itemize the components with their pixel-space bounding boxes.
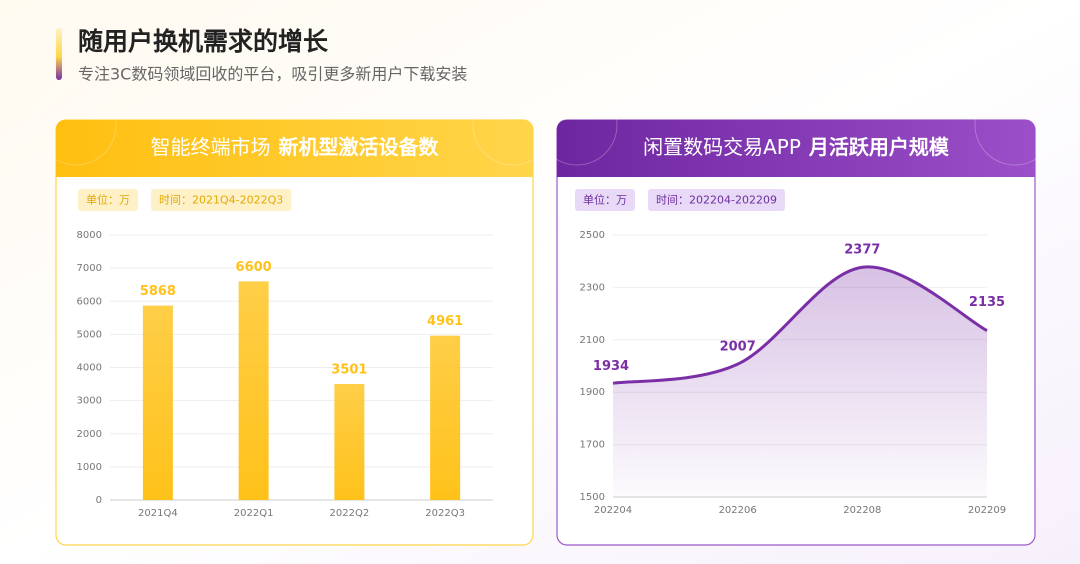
value-label: 6600 [236,260,272,275]
x-tick-label: 2021Q4 [138,508,178,519]
y-tick-label: 2100 [580,335,605,346]
card-header [557,120,1035,177]
card-title-emphasis: 月活跃用户规模 [808,135,950,159]
y-tick-label: 8000 [77,230,102,241]
value-label: 3501 [331,363,367,378]
card-title-emphasis: 新机型激活设备数 [279,135,440,159]
tag-bg [648,189,785,211]
tag-bg [575,189,635,211]
card-title: 智能终端市场 新机型激活设备数 [151,135,440,159]
value-label: 2377 [844,243,880,258]
y-tick-label: 1900 [580,387,605,398]
y-tick-label: 2000 [77,429,102,440]
x-tick-label: 202209 [968,505,1006,516]
bar [142,305,173,500]
y-tick-label: 0 [96,495,102,506]
x-tick-label: 2022Q1 [234,508,274,519]
y-tick-label: 1000 [77,462,102,473]
value-label: 1934 [593,359,629,374]
y-tick-label: 2500 [580,230,605,241]
tag-period: 时间：202204-202209 [656,194,777,207]
card-title-main: 智能终端市场 [151,135,271,159]
card-header [56,120,533,177]
y-tick-label: 7000 [77,263,102,274]
y-tick-label: 4000 [77,363,102,374]
y-tick-label: 1500 [580,492,605,503]
x-tick-label: 202206 [719,505,757,516]
card-title-main: 闲置数码交易APP [643,135,801,159]
y-tick-label: 3000 [77,396,102,407]
tag-unit: 单位：万 [86,193,130,207]
decor [536,84,618,166]
line [612,265,988,385]
tag-unit: 单位：万 [583,193,627,207]
y-tick-label: 2300 [580,282,605,293]
card-title: 闲置数码交易APP 月活跃用户规模 [643,135,950,159]
value-label: 2007 [720,340,756,355]
bar [334,384,365,500]
value-label: 4961 [427,314,463,329]
x-tick-label: 202204 [594,505,632,516]
x-tick-label: 2022Q3 [425,508,465,519]
tag-bg [78,189,138,211]
x-tick-label: 2022Q2 [330,508,370,519]
accent-bar [56,28,62,80]
page-title: 随用户换机需求的增长 [78,27,329,56]
tag-period: 时间：2021Q4-2022Q3 [159,194,283,207]
y-tick-label: 1700 [580,440,605,451]
tag-bg [151,189,292,211]
decor [35,84,117,166]
area [613,266,987,497]
bar [238,281,269,500]
card [55,119,534,546]
decor [974,84,1056,166]
value-label: 2135 [969,295,1005,310]
y-tick-label: 6000 [77,296,102,307]
x-tick-label: 202208 [843,505,881,516]
y-tick-label: 5000 [77,329,102,340]
bar [430,335,461,500]
page-subtitle: 专注3C数码领域回收的平台，吸引更多新用户下载安装 [78,65,467,84]
value-label: 5868 [140,284,176,299]
decor [472,84,554,166]
